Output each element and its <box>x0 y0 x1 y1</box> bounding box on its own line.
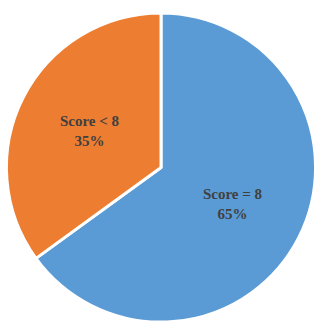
svg-text:65%: 65% <box>218 206 248 222</box>
svg-text:Score < 8: Score < 8 <box>60 113 119 129</box>
svg-text:Score = 8: Score = 8 <box>203 186 262 202</box>
svg-text:35%: 35% <box>74 133 104 149</box>
